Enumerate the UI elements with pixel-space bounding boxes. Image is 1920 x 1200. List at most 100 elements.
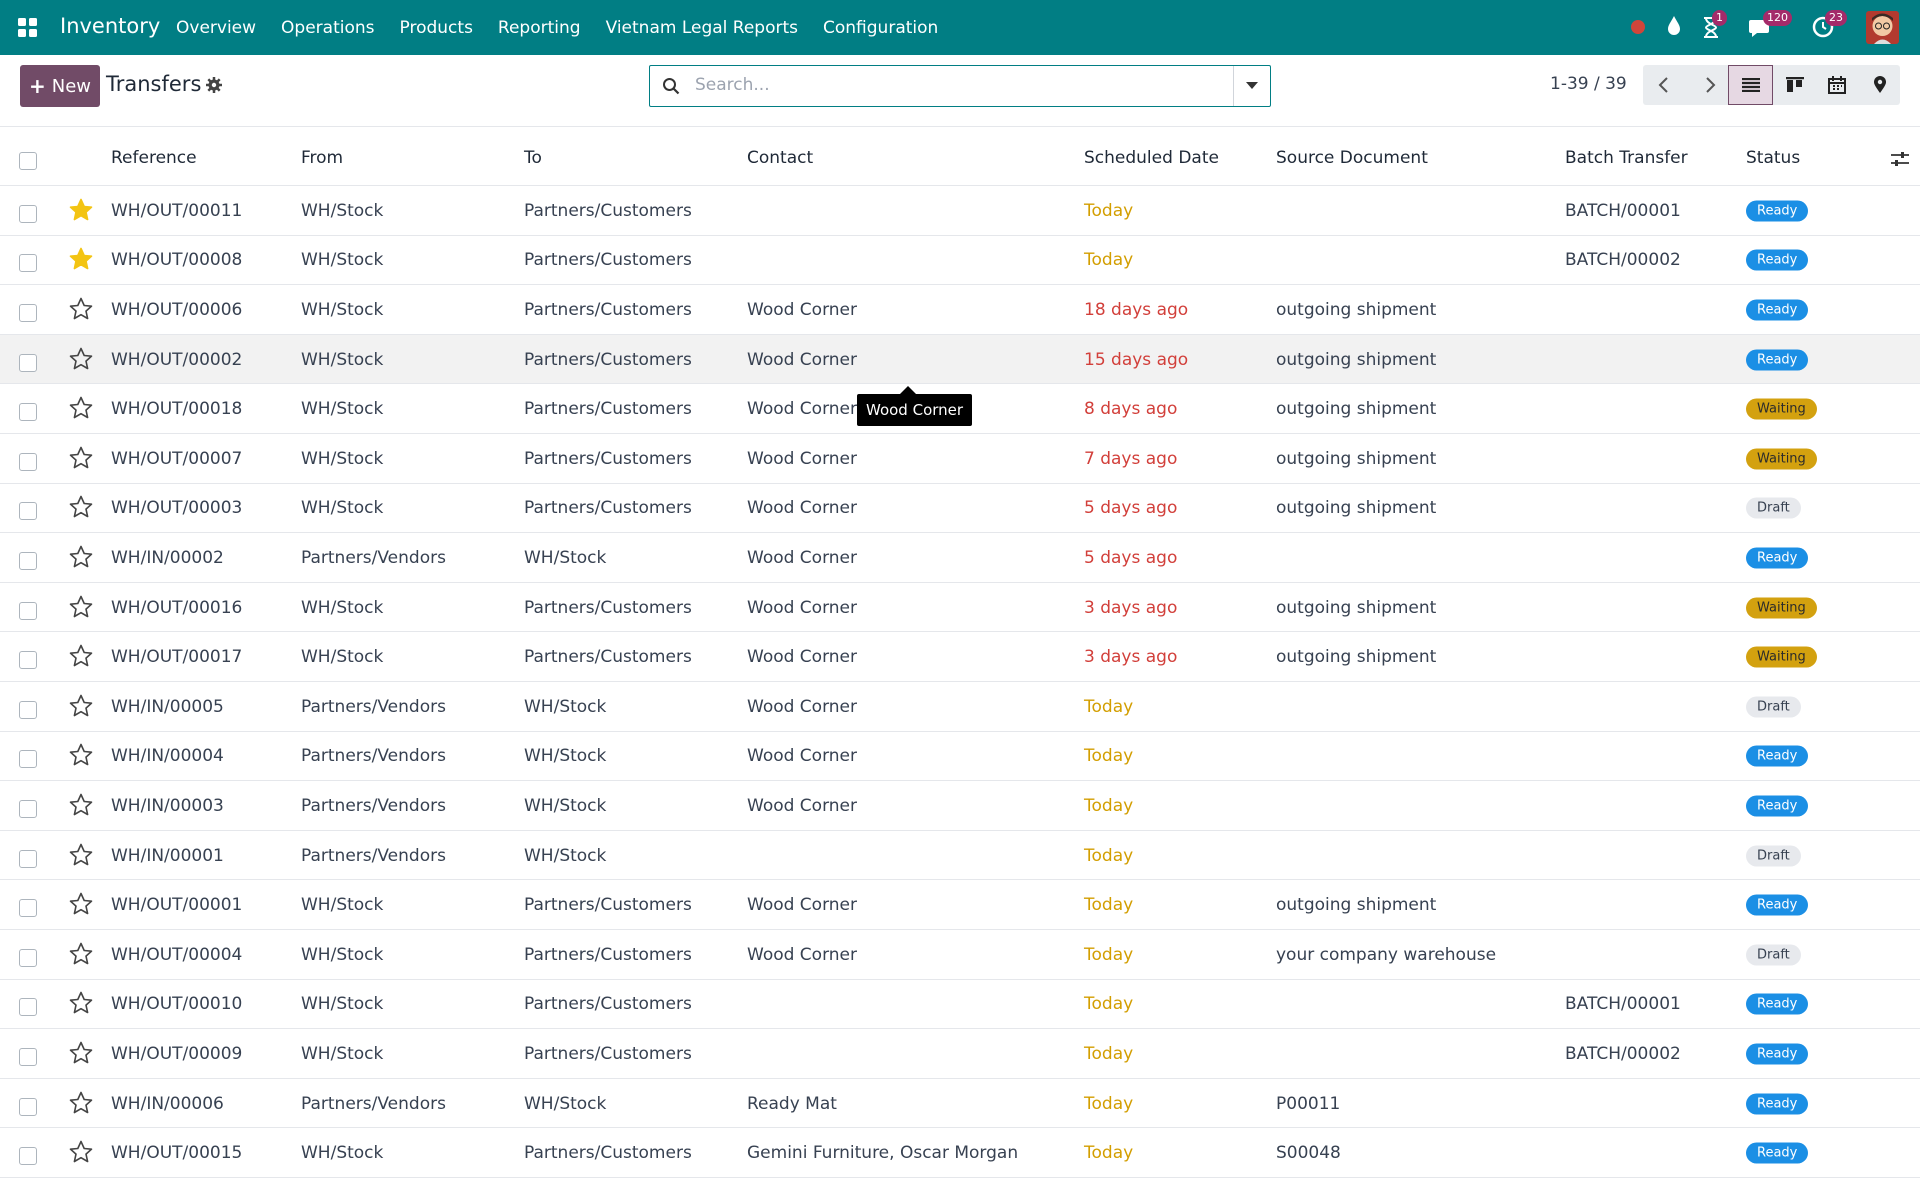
favorite-star[interactable] xyxy=(69,1140,93,1164)
new-button[interactable]: + New xyxy=(20,65,100,107)
favorite-star[interactable] xyxy=(69,247,93,271)
menu-item[interactable]: Operations xyxy=(281,17,375,38)
reference: WH/OUT/00017 xyxy=(111,647,243,668)
map-view-button[interactable] xyxy=(1858,65,1901,105)
row-checkbox[interactable] xyxy=(19,948,37,967)
menu-item[interactable]: Overview xyxy=(176,17,257,38)
favorite-star[interactable] xyxy=(69,545,93,569)
gear-icon[interactable] xyxy=(206,77,222,93)
row-checkbox[interactable] xyxy=(19,552,37,570)
search-dropdown[interactable] xyxy=(1246,82,1258,90)
activity-icon[interactable] xyxy=(1702,17,1720,39)
contact: Wood Corner xyxy=(747,399,857,420)
menu-item[interactable]: Vietnam Legal Reports xyxy=(605,17,799,38)
favorite-star[interactable] xyxy=(69,347,93,371)
favorite-star[interactable] xyxy=(69,595,93,619)
batch-transfer: BATCH/00001 xyxy=(1565,200,1681,221)
to: Partners/Customers xyxy=(524,448,692,469)
column-header[interactable]: Source Document xyxy=(1276,148,1428,168)
row-checkbox[interactable] xyxy=(19,452,37,471)
row-checkbox[interactable] xyxy=(19,601,37,620)
row-checkbox[interactable] xyxy=(19,1097,37,1116)
row-checkbox[interactable] xyxy=(19,254,37,273)
phone-icon[interactable] xyxy=(1812,16,1834,38)
menu-item[interactable]: Configuration xyxy=(823,17,939,38)
contact: Wood Corner xyxy=(747,300,857,320)
scheduled-date: 18 days ago xyxy=(1084,300,1189,320)
favorite-star[interactable] xyxy=(69,942,93,966)
favorite-star[interactable] xyxy=(69,892,93,916)
favorite-star[interactable] xyxy=(69,991,93,1015)
favorite-star[interactable] xyxy=(69,793,93,817)
pager-prev[interactable] xyxy=(1657,77,1671,93)
column-header[interactable]: From xyxy=(301,148,344,168)
app-name[interactable]: Inventory xyxy=(60,14,161,38)
row-checkbox[interactable] xyxy=(19,204,37,223)
optional-columns[interactable] xyxy=(1891,151,1909,167)
row-checkbox[interactable] xyxy=(19,304,37,322)
favorite-star[interactable] xyxy=(69,1091,93,1115)
breadcrumb-title: Transfers xyxy=(106,72,202,96)
search-box[interactable]: Search... xyxy=(649,65,1271,107)
row-border xyxy=(0,929,1920,930)
row-checkbox[interactable] xyxy=(19,998,37,1017)
reference: WH/OUT/00006 xyxy=(111,300,243,320)
row-checkbox[interactable] xyxy=(19,353,37,372)
row-checkbox[interactable] xyxy=(19,800,37,818)
row-checkbox[interactable] xyxy=(19,651,37,670)
menu-item[interactable]: Products xyxy=(399,17,473,38)
column-header[interactable]: Contact xyxy=(747,148,814,168)
menu: Overview Operations Products Reporting Vietn… xyxy=(176,0,938,55)
row-checkbox[interactable] xyxy=(19,403,37,422)
row-checkbox[interactable] xyxy=(19,1147,37,1166)
control-panel: + New Transfers Search... 1-39 / 39 xyxy=(0,55,1920,127)
kanban-view-button[interactable] xyxy=(1773,65,1816,105)
favorite-star[interactable] xyxy=(69,843,93,867)
row-border xyxy=(0,433,1920,434)
column-header[interactable]: Reference xyxy=(111,148,197,168)
to: Partners/Customers xyxy=(524,597,692,618)
calendar-view-button[interactable] xyxy=(1815,65,1858,105)
to: Partners/Customers xyxy=(524,944,692,965)
scheduled-date: 15 days ago xyxy=(1084,349,1189,370)
row-checkbox[interactable] xyxy=(19,899,37,918)
favorite-star[interactable] xyxy=(69,446,93,470)
row-checkbox[interactable] xyxy=(19,750,37,769)
favorite-star[interactable] xyxy=(69,495,93,519)
menu-item[interactable]: Reporting xyxy=(497,17,581,38)
favorite-star[interactable] xyxy=(69,743,93,767)
favorite-star[interactable] xyxy=(69,198,93,222)
column-header[interactable]: Batch Transfer xyxy=(1565,148,1688,168)
contact: Wood Corner xyxy=(747,944,857,965)
drop-icon[interactable] xyxy=(1666,15,1682,37)
reference: WH/IN/00005 xyxy=(111,696,224,717)
favorite-star[interactable] xyxy=(69,396,93,420)
list-view-button[interactable] xyxy=(1728,65,1773,105)
calls-badge: 23 xyxy=(1825,10,1847,26)
to: Partners/Customers xyxy=(524,200,692,221)
row-checkbox[interactable] xyxy=(19,502,37,521)
new-label: New xyxy=(51,75,92,97)
from: WH/Stock xyxy=(301,944,384,965)
chat-icon[interactable] xyxy=(1748,17,1772,39)
column-header[interactable]: Scheduled Date xyxy=(1084,148,1219,168)
status-badge: Ready xyxy=(1746,249,1809,271)
favorite-star[interactable] xyxy=(69,644,93,668)
column-header[interactable]: Status xyxy=(1746,148,1801,168)
status-badge: Ready xyxy=(1746,1043,1809,1065)
row-checkbox[interactable] xyxy=(19,1048,37,1066)
column-header[interactable]: To xyxy=(524,148,542,168)
batch-transfer: BATCH/00002 xyxy=(1565,1044,1681,1064)
row-checkbox[interactable] xyxy=(19,849,37,868)
select-all-checkbox[interactable] xyxy=(19,152,37,170)
favorite-star[interactable] xyxy=(69,297,93,321)
pager-next[interactable] xyxy=(1703,77,1717,93)
pager: 1-39 / 39 xyxy=(1550,74,1627,94)
row-checkbox[interactable] xyxy=(19,700,37,719)
favorite-star[interactable] xyxy=(69,694,93,718)
apps-icon[interactable] xyxy=(18,18,38,38)
avatar[interactable] xyxy=(1866,11,1899,44)
scheduled-date: Today xyxy=(1084,1143,1134,1164)
favorite-star[interactable] xyxy=(69,1041,93,1065)
